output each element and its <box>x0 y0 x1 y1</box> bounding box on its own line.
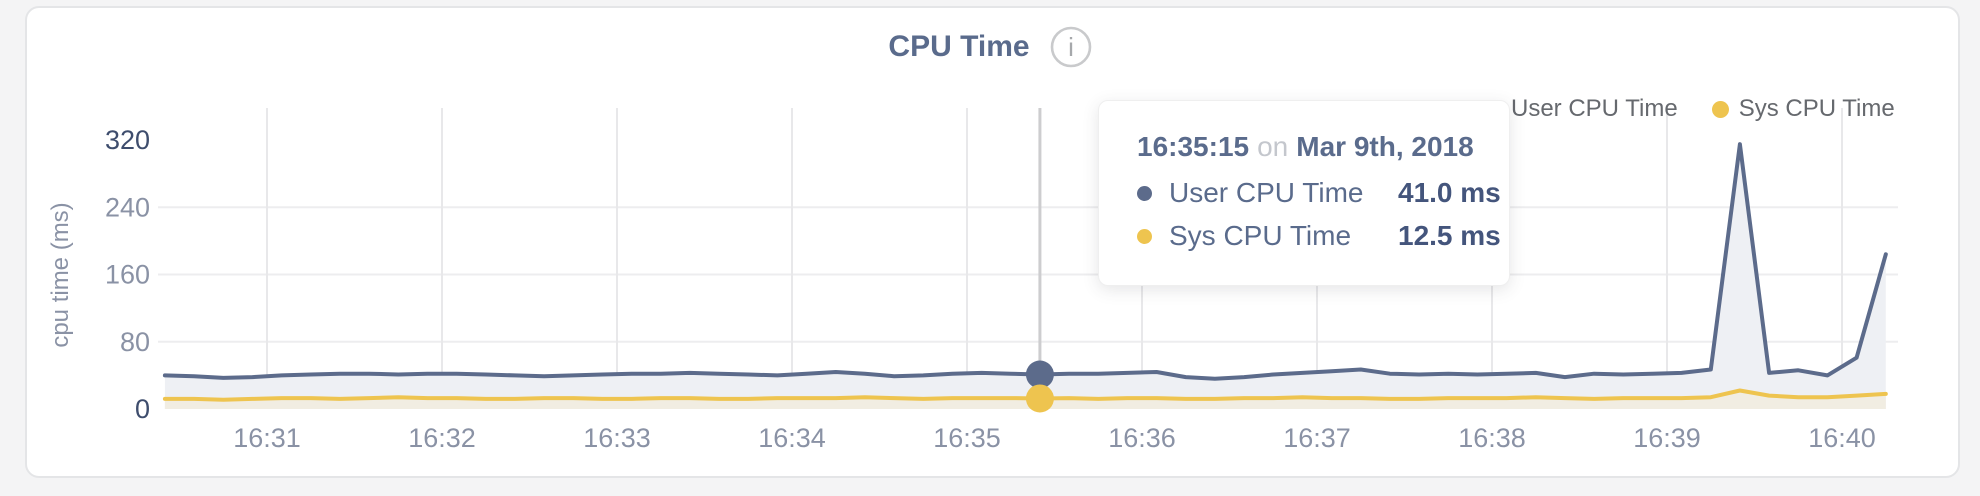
x-tick-label: 16:34 <box>758 423 826 453</box>
x-tick-label: 16:38 <box>1458 423 1526 453</box>
tooltip-series-value: 41.0 ms <box>1398 177 1501 208</box>
tooltip-series-value: 12.5 ms <box>1398 220 1501 251</box>
tooltip-series-label: User CPU Time <box>1169 177 1364 208</box>
info-icon[interactable]: i <box>1050 26 1092 68</box>
x-tick-label: 16:39 <box>1633 423 1701 453</box>
tooltip-preposition: on <box>1257 131 1289 162</box>
sys-series-dot-icon <box>1711 100 1729 118</box>
y-tick-label: 160 <box>105 260 150 290</box>
y-tick-label: 320 <box>105 125 150 155</box>
chart-title: CPU Time <box>888 30 1030 63</box>
x-tick-label: 16:33 <box>583 423 651 453</box>
tooltip-time: 16:35:15 <box>1137 131 1250 162</box>
chart-header: CPU Time i <box>0 26 1980 68</box>
tooltip-timestamp: 16:35:15 on Mar 9th, 2018 <box>1137 131 1509 163</box>
legend-item-sys-cpu-time[interactable]: Sys CPU Time <box>1711 95 1895 123</box>
series-line <box>162 142 1888 381</box>
chart-legend: User CPU Time Sys CPU Time <box>1484 95 1895 123</box>
x-tick-label: 16:36 <box>1108 423 1176 453</box>
tooltip-date: Mar 9th, 2018 <box>1296 131 1474 162</box>
x-tick-label: 16:32 <box>408 423 476 453</box>
x-tick-label: 16:37 <box>1283 423 1351 453</box>
y-axis-label: cpu time (ms) <box>47 202 74 347</box>
tooltip-row-user: User CPU Time 41.0 ms <box>1137 177 1509 209</box>
legend-item-user-cpu-time[interactable]: User CPU Time <box>1484 95 1678 123</box>
y-tick-label: 80 <box>120 327 150 357</box>
legend-label: Sys CPU Time <box>1738 95 1895 122</box>
y-tick-label: 240 <box>105 192 150 222</box>
crosshair-point <box>1025 360 1054 389</box>
y-tick-label: 0 <box>135 394 150 424</box>
user-series-dot-icon <box>1137 185 1152 201</box>
svg-text:i: i <box>1068 32 1074 62</box>
tooltip-row-sys: Sys CPU Time 12.5 ms <box>1137 220 1509 252</box>
series-line <box>162 388 1888 402</box>
crosshair-point <box>1025 384 1054 413</box>
chart-tooltip: 16:35:15 on Mar 9th, 2018 User CPU Time 41… <box>1098 100 1510 286</box>
series-area <box>164 144 1886 409</box>
tooltip-series-label: Sys CPU Time <box>1169 220 1352 251</box>
x-tick-label: 16:35 <box>933 423 1001 453</box>
x-tick-label: 16:31 <box>233 423 301 453</box>
legend-label: User CPU Time <box>1511 95 1678 122</box>
sys-series-dot-icon <box>1137 228 1152 244</box>
x-tick-label: 16:40 <box>1808 423 1876 453</box>
